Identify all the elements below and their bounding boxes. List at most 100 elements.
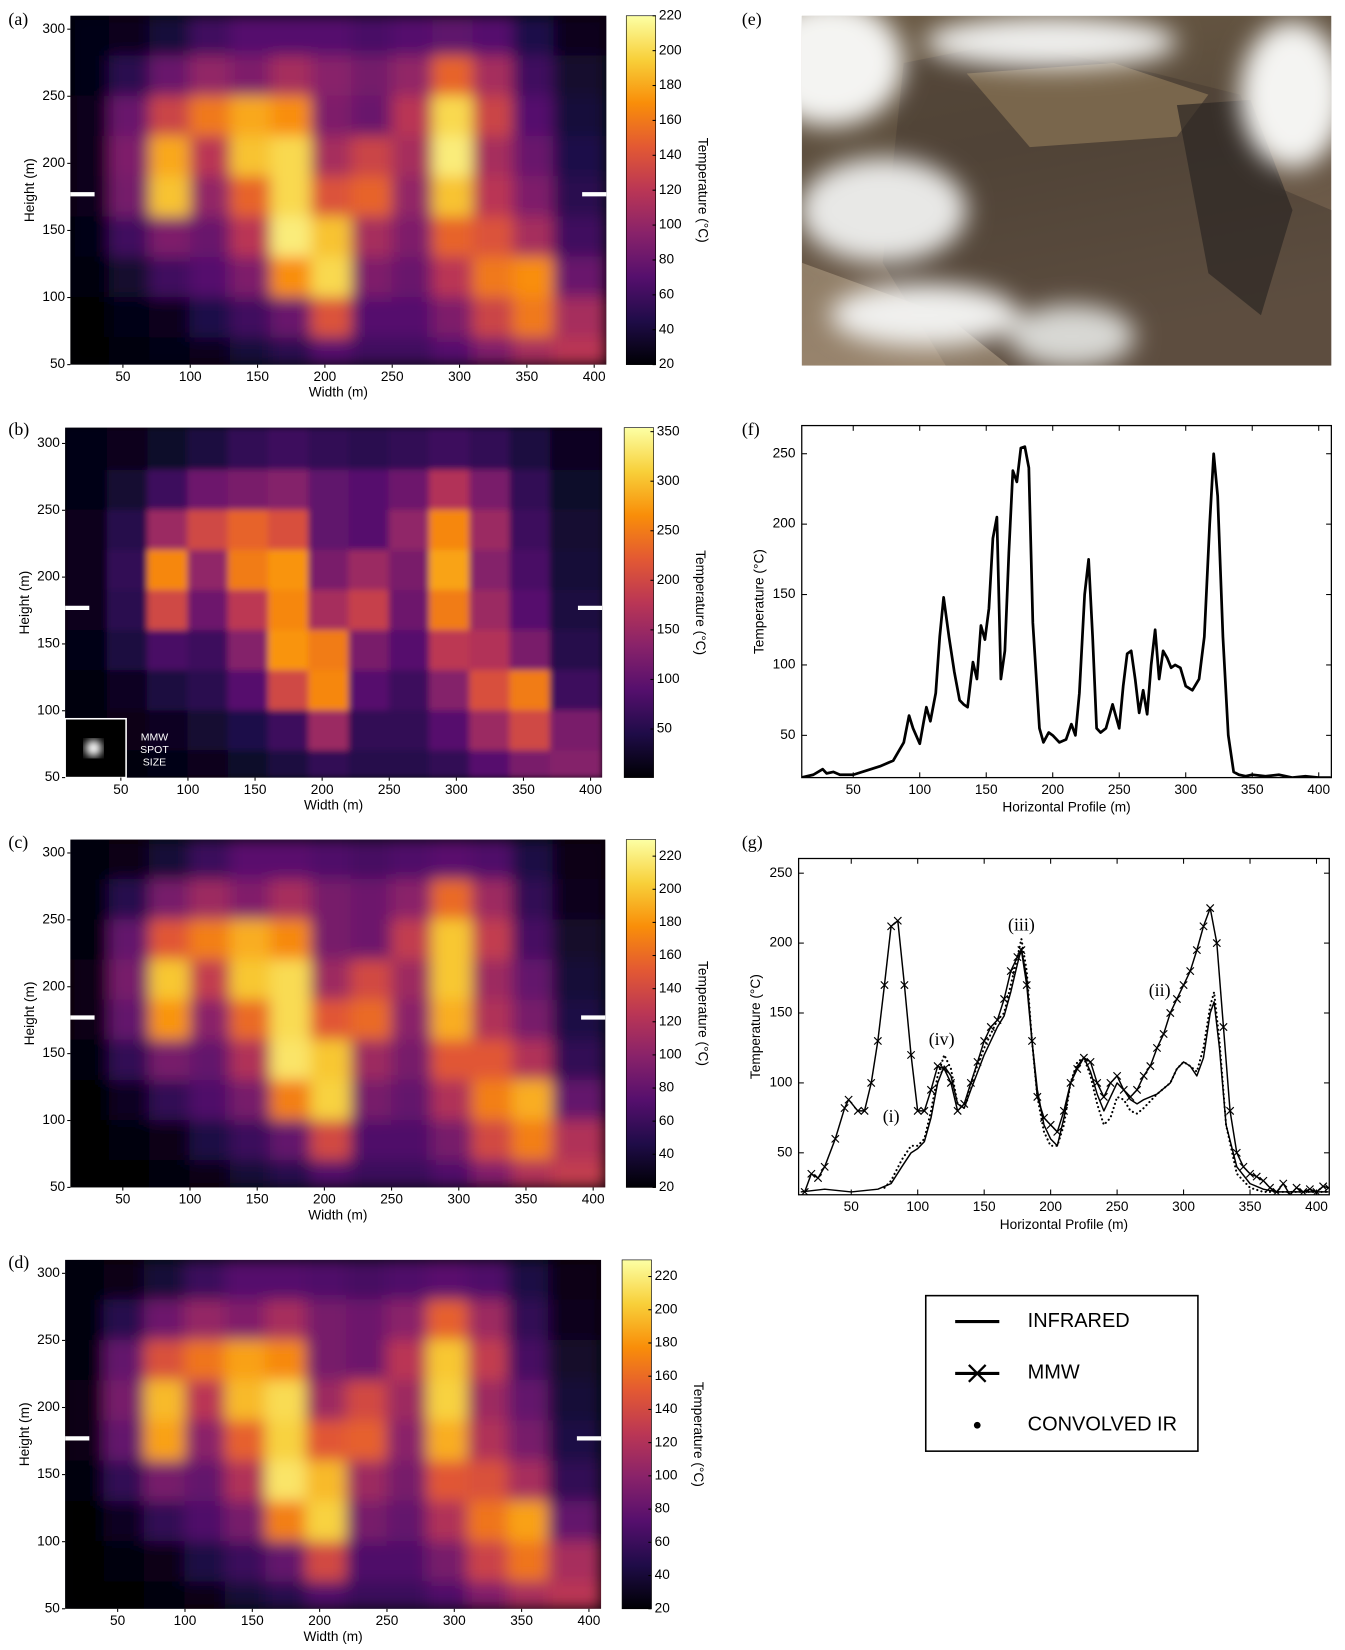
heat-cell	[310, 1040, 351, 1081]
legend-label: CONVOLVED IR	[1028, 1414, 1177, 1436]
heat-cell	[391, 879, 432, 920]
y-tick-label: 100	[773, 657, 796, 672]
y-tick-label: 250	[42, 911, 65, 926]
heat-cell	[429, 670, 470, 711]
heat-cell	[348, 710, 389, 751]
heat-cell	[548, 1340, 602, 1381]
heat-cell	[228, 710, 269, 751]
heat-cell	[392, 257, 433, 298]
heat-cell	[147, 630, 188, 671]
heat-cell	[270, 919, 311, 960]
colorbar-tick-label: 180	[659, 914, 682, 929]
heat-cell	[553, 337, 607, 365]
heat-cell	[230, 879, 271, 920]
heatmap-clip	[70, 15, 607, 365]
heat-cell	[268, 750, 309, 778]
heat-cell	[311, 96, 352, 137]
legend-label: INFRARED	[1028, 1310, 1130, 1332]
heat-cell	[107, 630, 148, 671]
heat-cell	[270, 1000, 311, 1041]
heat-cell	[230, 257, 271, 298]
heat-cell	[230, 176, 271, 217]
heat-cell	[271, 337, 312, 365]
heat-cell	[427, 1581, 468, 1609]
heat-cell	[553, 217, 607, 258]
colorbar	[626, 16, 655, 365]
heat-cell	[472, 96, 513, 137]
colorbar	[624, 428, 653, 778]
heat-cell	[187, 710, 228, 751]
heat-cell	[230, 136, 271, 177]
heat-cell	[230, 1160, 271, 1188]
panel-label: (b)	[8, 419, 29, 440]
x-marker	[1173, 995, 1180, 1002]
heat-cell	[386, 1581, 427, 1609]
heat-cell	[228, 630, 269, 671]
heat-cell	[386, 1541, 427, 1582]
heat-cell	[149, 257, 190, 298]
heat-cell	[391, 839, 432, 880]
colorbar-tick-label: 80	[655, 1501, 671, 1516]
heat-cell	[104, 1501, 145, 1542]
heat-cell	[306, 1541, 347, 1582]
heat-cell	[346, 1541, 387, 1582]
heat-cell	[391, 959, 432, 1000]
heat-cell	[70, 337, 110, 365]
x-axis-label: Width (m)	[304, 1629, 363, 1644]
heat-cell	[189, 1000, 230, 1041]
y-tick-label: 200	[773, 516, 796, 531]
y-tick-label: 300	[42, 845, 65, 860]
series-line	[884, 939, 1328, 1192]
heat-cell	[268, 510, 309, 551]
x-marker	[1293, 1184, 1300, 1191]
heat-cell	[147, 510, 188, 551]
annotation: (iii)	[1008, 914, 1035, 935]
x-tick-label: 250	[1106, 1199, 1129, 1214]
heat-cell	[351, 297, 392, 338]
heat-cell	[548, 1501, 602, 1542]
heat-cell	[225, 1340, 266, 1381]
heat-cell	[432, 96, 473, 137]
heat-cell	[386, 1461, 427, 1502]
heat-cell	[271, 257, 312, 298]
heat-cell	[351, 839, 392, 880]
heat-cell	[230, 55, 271, 96]
colorbar-tick-label: 20	[655, 1600, 671, 1615]
heat-cell	[271, 297, 312, 338]
heat-cell	[70, 96, 110, 137]
x-marker	[1246, 1170, 1253, 1177]
heat-cell	[513, 15, 554, 56]
heat-cell	[311, 176, 352, 217]
heat-cell	[472, 297, 513, 338]
photo	[757, 0, 1345, 368]
colorbar	[622, 1260, 651, 1609]
heat-cell	[431, 1080, 472, 1121]
heat-cell	[550, 510, 603, 551]
y-axis-label: Height (m)	[22, 982, 37, 1046]
heat-cell	[510, 427, 551, 471]
colorbar-tick-label: 100	[659, 1047, 682, 1062]
x-marker	[1047, 1121, 1054, 1128]
heat-cell	[351, 1160, 392, 1188]
colorbar-tick-label: 160	[659, 112, 682, 127]
heat-cell	[184, 1300, 225, 1341]
heat-cell	[189, 839, 230, 880]
heat-cell	[467, 1420, 508, 1461]
x-axis-label: Horizontal Profile (m)	[1002, 800, 1130, 815]
heat-cell	[265, 1259, 306, 1300]
heat-cell	[392, 337, 433, 365]
heat-cell	[189, 959, 230, 1000]
heat-cell	[70, 55, 110, 96]
colorbar-tick-label: 300	[657, 473, 680, 488]
y-axis-label: Temperature (°C)	[748, 974, 763, 1079]
colorbar-tick-label: 180	[655, 1335, 678, 1350]
heat-cell	[187, 510, 228, 551]
heat-cell	[107, 550, 148, 591]
series-line	[805, 908, 1329, 1195]
legend-label: MMW	[1028, 1362, 1080, 1384]
heat-cell	[553, 257, 607, 298]
heat-cell	[508, 1461, 549, 1502]
x-tick-label: 250	[376, 1613, 399, 1628]
heat-cell	[65, 1420, 105, 1461]
heat-cell	[109, 96, 150, 137]
